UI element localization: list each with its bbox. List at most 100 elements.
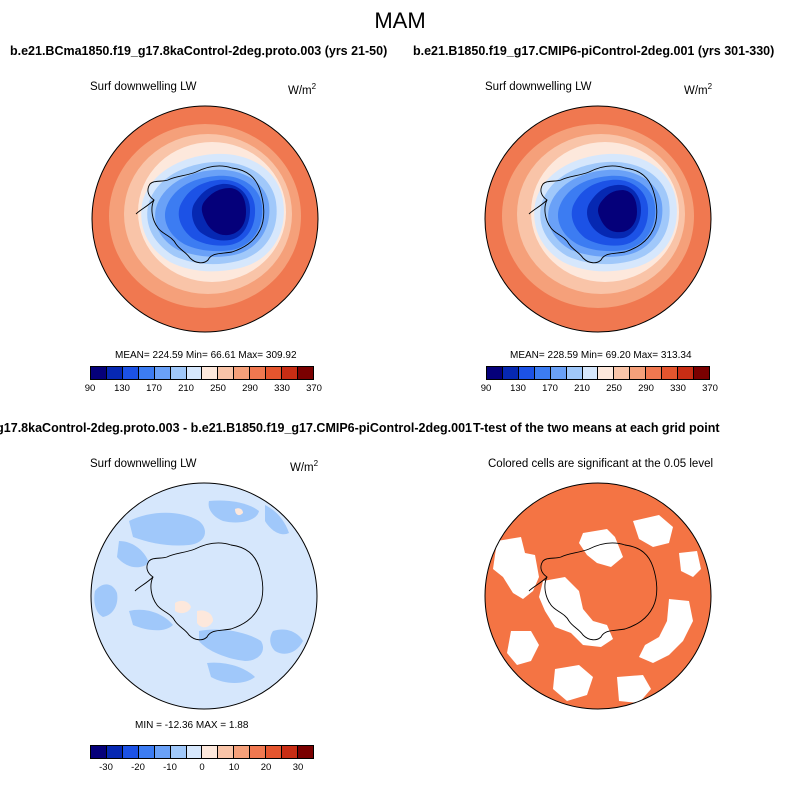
colorbar-tick-label: 210: [178, 383, 194, 394]
colorbar-tick-label: 290: [242, 383, 258, 394]
colorbar-swatch: [266, 746, 283, 758]
colorbar-swatch: [630, 367, 647, 379]
panel4-insignificant-region-8: [553, 665, 593, 701]
panel3-field-positive-3: [235, 508, 243, 516]
panel4-antarctica-outline: [540, 542, 658, 641]
panel1-title: b.e21.BCma1850.f19_g17.8kaControl-2deg.p…: [10, 44, 388, 58]
panel3-stats: MIN = -12.36 MAX = 1.88: [135, 720, 249, 731]
panel3-field-patch-7: [199, 629, 264, 661]
panel1-peninsula-outline: [135, 199, 155, 215]
panel3-field-positive-1: [175, 600, 191, 614]
panel1-field-core: [201, 188, 246, 236]
colorbar-swatch: [186, 367, 203, 379]
colorbar-swatch: [138, 746, 155, 758]
colorbar-tick-label: 170: [542, 383, 558, 394]
colorbar-tick-label: 20: [260, 762, 272, 773]
colorbar-swatch: [487, 367, 503, 379]
colorbar-tick-label: 0: [199, 762, 205, 773]
panel2-field-core: [598, 190, 637, 233]
colorbar-tick-label: 330: [670, 383, 686, 394]
panel3-units: W/m2: [290, 459, 319, 474]
colorbar-swatch: [122, 367, 139, 379]
colorbar-swatch: [662, 367, 679, 379]
panel3-field-patch-6: [129, 609, 173, 631]
colorbar-swatch: [297, 746, 313, 758]
colorbar-swatch: [518, 367, 535, 379]
panel1-subtitle: Surf downwelling LW: [90, 81, 197, 93]
panel2-colorbar-swatches: [486, 366, 710, 380]
colorbar-swatch: [234, 746, 251, 758]
colorbar-tick-label: 10: [228, 762, 240, 773]
colorbar-tick-label: 290: [638, 383, 654, 394]
panel2-colorbar-ticks: 90 130 170 210 250 290 330 370: [481, 381, 718, 395]
panel4-insignificant-region-9: [617, 675, 651, 703]
panel2-map-border: [484, 105, 712, 333]
panel2-units: W/m2: [684, 82, 713, 97]
colorbar-tick-label: -20: [131, 762, 145, 773]
colorbar-swatch: [614, 367, 631, 379]
colorbar-tick-label: 250: [606, 383, 622, 394]
panel1-antarctica-outline: [147, 165, 265, 264]
panel3-colorbar-swatches: [90, 745, 314, 759]
colorbar-swatch: [106, 746, 123, 758]
colorbar-swatch: [534, 367, 551, 379]
colorbar-swatch: [582, 367, 599, 379]
colorbar-swatch: [138, 367, 155, 379]
colorbar-tick-label: -30: [99, 762, 113, 773]
colorbar-tick-label: 210: [574, 383, 590, 394]
panel4-insignificant-region-3: [633, 515, 673, 547]
colorbar-swatch: [218, 367, 235, 379]
colorbar-swatch: [91, 367, 107, 379]
colorbar-tick-label: 370: [306, 383, 322, 394]
colorbar-swatch: [266, 367, 283, 379]
panel2-antarctica-outline: [540, 165, 658, 264]
colorbar-tick-label: 130: [114, 383, 130, 394]
colorbar-tick-label: 170: [146, 383, 162, 394]
panel1-map-border: [91, 105, 319, 333]
colorbar-swatch: [106, 367, 123, 379]
panel3-field-patch-3: [265, 505, 289, 535]
panel1-colorbar: 90 130 170 210 250 290 330 370: [85, 366, 322, 394]
panel4-title: T-test of the two means at each grid poi…: [473, 421, 720, 435]
colorbar-swatch: [250, 746, 267, 758]
colorbar-swatch: [646, 367, 663, 379]
colorbar-swatch: [170, 746, 187, 758]
panel3-colorbar: -30 -20 -10 0 10 20 30: [90, 745, 314, 773]
panel2-peninsula-outline: [528, 199, 548, 215]
colorbar-swatch: [502, 367, 519, 379]
panel1-colorbar-ticks: 90 130 170 210 250 290 330 370: [85, 381, 322, 395]
colorbar-swatch: [550, 367, 567, 379]
panel4-significant-field: [485, 483, 711, 709]
colorbar-tick-label: -10: [163, 762, 177, 773]
colorbar-swatch: [154, 746, 171, 758]
colorbar-swatch: [122, 746, 139, 758]
panel2-subtitle: Surf downwelling LW: [485, 81, 592, 93]
figure-title: MAM: [374, 8, 426, 33]
panel4-insignificant-region-4: [679, 551, 701, 577]
panel1-colorbar-swatches: [90, 366, 314, 380]
panel1-stats: MEAN= 224.59 Min= 66.61 Max= 309.92: [115, 350, 297, 361]
panel4-insignificant-region-1: [493, 537, 539, 599]
colorbar-tick-label: 90: [480, 383, 492, 394]
panel3-subtitle: Surf downwelling LW: [90, 458, 197, 470]
panel2-colorbar: 90 130 170 210 250 290 330 370: [481, 366, 718, 394]
panel3-title: b.e21.BCma1850.f19_g17.8kaControl-2deg.p…: [0, 421, 472, 435]
panel4-subtitle: Colored cells are significant at the 0.0…: [488, 458, 714, 470]
colorbar-swatch: [186, 746, 203, 758]
colorbar-swatch: [297, 367, 313, 379]
colorbar-tick-label: 370: [702, 383, 718, 394]
panel4-map: [484, 482, 712, 710]
panel3-field-patch-4: [117, 541, 149, 568]
colorbar-swatch: [202, 367, 219, 379]
colorbar-tick-label: 90: [84, 383, 96, 394]
panel3-field-patch-2: [208, 500, 259, 523]
panel3-field-patch-1: [129, 512, 205, 546]
panel2-stats: MEAN= 228.59 Min= 69.20 Max= 313.34: [510, 350, 692, 361]
panel3-peninsula-outline: [134, 576, 154, 592]
panel2-map: [484, 105, 712, 333]
colorbar-tick-label: 330: [274, 383, 290, 394]
colorbar-swatch: [250, 367, 267, 379]
panel1-map: [91, 105, 319, 333]
panel4-insignificant-region-7: [507, 631, 539, 665]
colorbar-swatch: [282, 367, 298, 379]
